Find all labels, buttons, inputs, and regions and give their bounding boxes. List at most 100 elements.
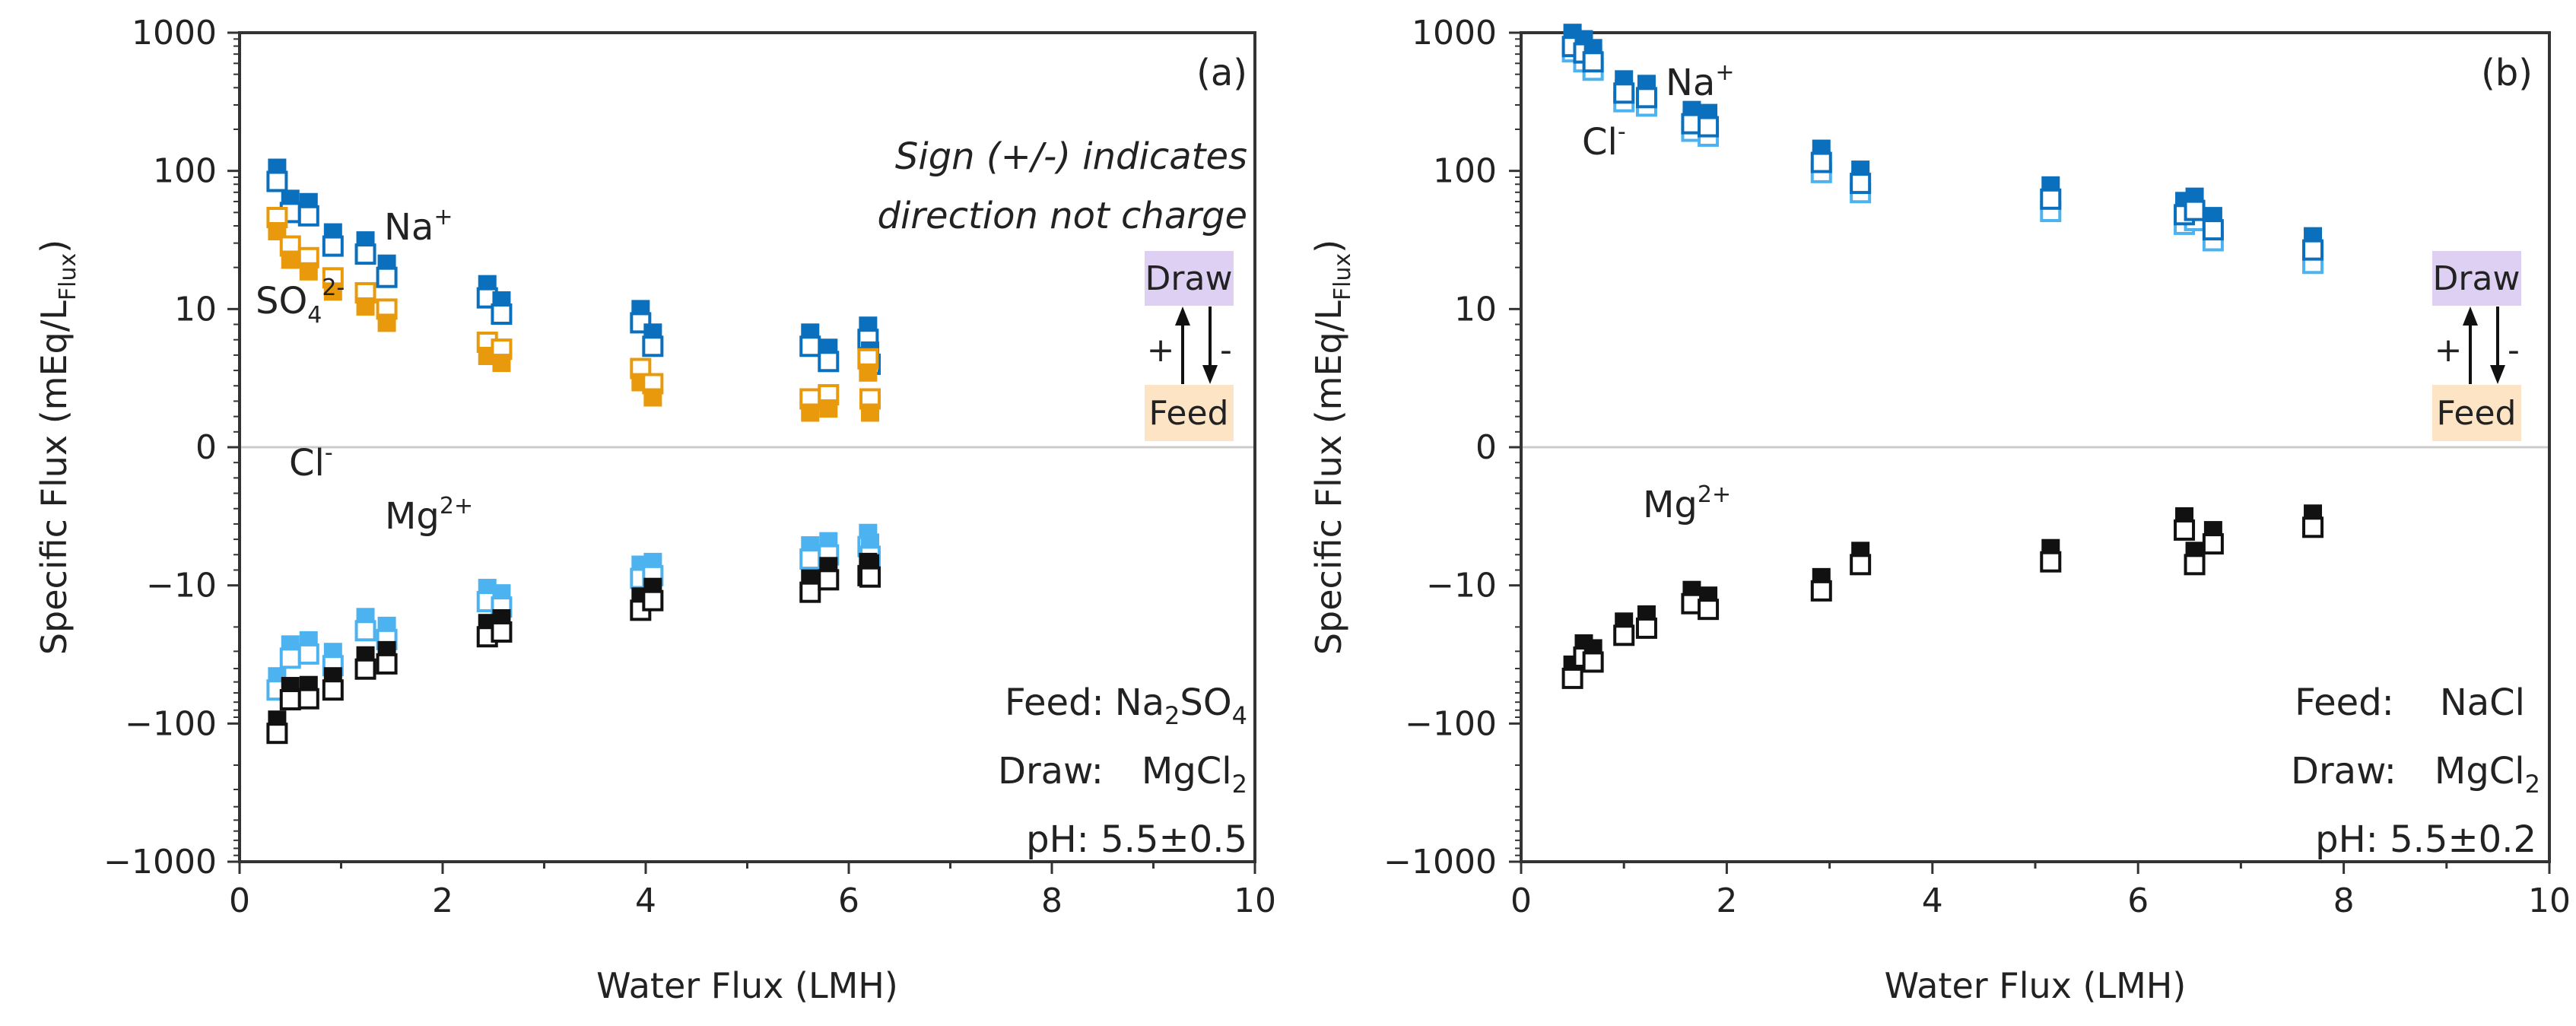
down-arrow-head-icon xyxy=(2490,365,2505,384)
data-point-na xyxy=(857,316,879,351)
down-arrow-head-icon xyxy=(1202,365,1218,384)
data-point-mg xyxy=(2202,521,2224,555)
data-point-cl xyxy=(799,536,821,570)
data-point-cl xyxy=(376,616,398,650)
y-tick-label: 0 xyxy=(195,428,217,467)
data-point-mg xyxy=(1582,639,1604,673)
feed-box xyxy=(2432,385,2521,441)
marker-open xyxy=(799,548,821,570)
data-point-mg xyxy=(1635,605,1657,639)
marker-open xyxy=(1850,554,1872,576)
marker-filled xyxy=(861,403,880,422)
data-point-so4 xyxy=(297,246,319,281)
data-point-mg xyxy=(642,577,664,611)
marker-open xyxy=(2174,519,2196,541)
condition-feed-b: Feed: NaCl xyxy=(2295,681,2525,724)
marker-open xyxy=(2202,533,2224,555)
marker-open xyxy=(297,205,319,227)
marker-open xyxy=(642,335,664,357)
x-tick-label: 0 xyxy=(1510,881,1532,920)
data-point-mg xyxy=(799,569,821,603)
data-point-mg xyxy=(859,554,881,588)
x-tick-label: 6 xyxy=(2127,881,2149,920)
marker-open xyxy=(354,243,376,265)
marker-open xyxy=(1850,173,1872,195)
data-point-cl xyxy=(279,635,301,669)
data-point-na xyxy=(297,192,319,227)
y-tick-label: 1000 xyxy=(132,14,217,52)
marker-open xyxy=(376,266,398,288)
marker-open xyxy=(1810,151,1832,173)
marker-filled xyxy=(859,363,878,382)
data-point-mg xyxy=(2174,507,2196,541)
condition-ph-b: pH: 5.5±0.2 xyxy=(2315,818,2536,861)
marker-open xyxy=(818,351,840,373)
marker-filled xyxy=(643,388,662,407)
draw-box-label: Draw xyxy=(1145,259,1233,298)
note-line-2: direction not charge xyxy=(878,195,1248,237)
data-point-na xyxy=(491,291,513,326)
panel-b-label: (b) xyxy=(2481,52,2533,94)
data-point-na xyxy=(376,254,398,288)
data-point-so4 xyxy=(642,373,664,407)
data-point-mg xyxy=(1681,580,1703,615)
y-tick-label: −1000 xyxy=(103,843,217,881)
marker-open xyxy=(1613,82,1635,104)
marker-open xyxy=(799,335,821,357)
x-tick-label: 10 xyxy=(2528,881,2571,920)
x-tick-label: 0 xyxy=(229,881,250,920)
marker-open xyxy=(1561,667,1583,689)
x-tick-label: 4 xyxy=(635,881,656,920)
y-tick-label: 100 xyxy=(1433,152,1497,191)
marker-open xyxy=(1635,617,1657,639)
data-point-na xyxy=(2202,207,2224,241)
data-point-na xyxy=(476,275,498,309)
marker-filled xyxy=(819,399,838,418)
marker-open xyxy=(642,589,664,611)
label-na-b: Na+ xyxy=(1666,59,1734,104)
data-point-so4 xyxy=(818,384,840,418)
data-point-na xyxy=(1582,39,1604,73)
draw-box-label: Draw xyxy=(2433,259,2520,298)
data-point-mg xyxy=(297,675,319,710)
y-tick-label: −1000 xyxy=(1383,843,1497,881)
data-point-na xyxy=(1698,103,1720,138)
data-point-so4 xyxy=(799,388,821,422)
label-cl-b: Cl- xyxy=(1582,119,1626,164)
data-point-cl xyxy=(297,631,319,665)
marker-open xyxy=(266,170,288,192)
up-arrow-head-icon xyxy=(2463,307,2478,326)
data-point-na xyxy=(1810,139,1832,173)
data-point-na xyxy=(630,300,652,334)
data-point-na xyxy=(1635,75,1657,109)
marker-open xyxy=(322,235,344,257)
data-point-mg xyxy=(2302,504,2324,538)
marker-open xyxy=(354,658,376,680)
marker-open xyxy=(1613,624,1635,646)
data-point-na xyxy=(642,323,664,357)
data-point-so4 xyxy=(491,338,513,373)
data-point-so4 xyxy=(354,281,376,316)
marker-filled xyxy=(377,313,396,332)
marker-open xyxy=(491,303,513,326)
marker-open xyxy=(1810,580,1832,602)
label-mg-b: Mg2+ xyxy=(1643,481,1731,526)
data-point-mg xyxy=(266,710,288,745)
marker-filled xyxy=(492,354,511,373)
x-tick-label: 10 xyxy=(1234,881,1276,920)
y-tick-label: 10 xyxy=(174,290,217,329)
marker-open xyxy=(1698,116,1720,138)
label-so4: SO42- xyxy=(256,275,345,329)
marker-open xyxy=(2184,199,2206,221)
data-point-so4 xyxy=(322,267,344,301)
feed-box-label: Feed xyxy=(2437,394,2517,433)
y-axis-title-sub: Flux xyxy=(1329,253,1356,300)
marker-open xyxy=(354,620,376,642)
x-tick-label: 8 xyxy=(2333,881,2355,920)
label-mg: Mg2+ xyxy=(385,493,473,538)
data-point-mg xyxy=(1850,542,1872,576)
